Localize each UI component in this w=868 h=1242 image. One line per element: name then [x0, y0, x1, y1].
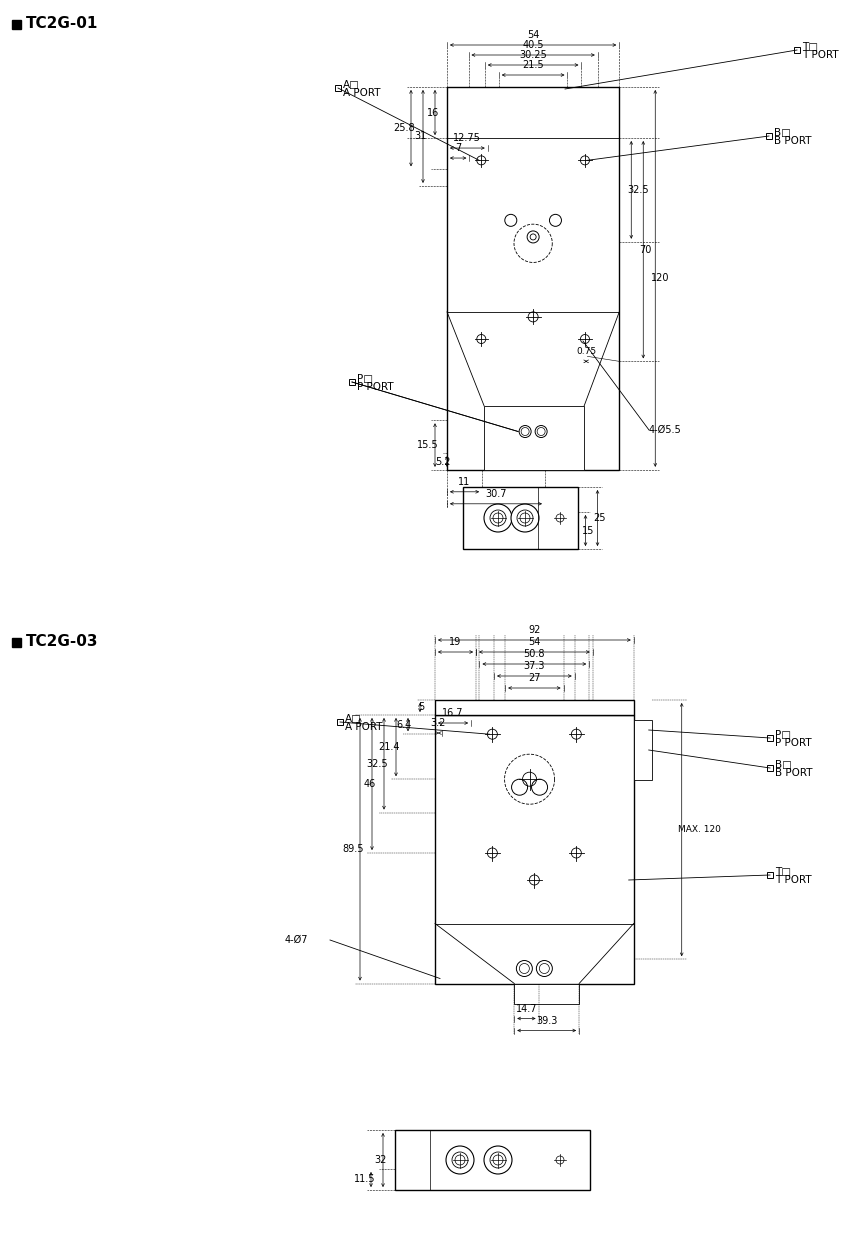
Bar — [484, 406, 584, 469]
Text: 32.5: 32.5 — [628, 185, 649, 195]
Circle shape — [452, 1153, 468, 1167]
Text: T PORT: T PORT — [775, 876, 812, 886]
Circle shape — [521, 427, 529, 436]
Bar — [767, 765, 773, 771]
Text: P□: P□ — [357, 374, 373, 384]
Text: TC2G-01: TC2G-01 — [26, 16, 98, 31]
Text: P PORT: P PORT — [775, 738, 812, 748]
Text: 25: 25 — [594, 513, 606, 523]
Bar — [337, 719, 343, 725]
Text: 31: 31 — [415, 132, 427, 142]
Circle shape — [539, 964, 549, 974]
Text: T□: T□ — [775, 867, 791, 877]
Text: 92: 92 — [528, 625, 541, 635]
Text: 7: 7 — [455, 143, 461, 153]
Bar — [335, 84, 341, 91]
Circle shape — [511, 504, 539, 532]
Bar — [463, 487, 577, 549]
Text: 54: 54 — [527, 30, 539, 40]
Text: 4-Ø7: 4-Ø7 — [285, 935, 308, 945]
Circle shape — [531, 779, 548, 795]
Circle shape — [527, 231, 539, 243]
Text: MAX. 120: MAX. 120 — [678, 825, 720, 835]
Bar — [349, 379, 355, 385]
Circle shape — [490, 510, 506, 527]
Text: P PORT: P PORT — [357, 383, 393, 392]
Text: 5: 5 — [418, 703, 424, 713]
Circle shape — [537, 427, 545, 436]
Text: 50.8: 50.8 — [523, 650, 545, 660]
Text: B□: B□ — [774, 128, 791, 138]
Text: 11.5: 11.5 — [353, 1175, 375, 1185]
Text: 4-Ø5.5: 4-Ø5.5 — [649, 425, 681, 435]
Text: 89.5: 89.5 — [343, 845, 364, 854]
Circle shape — [517, 510, 533, 527]
Text: B PORT: B PORT — [775, 768, 812, 777]
Circle shape — [536, 960, 552, 976]
Text: TC2G-03: TC2G-03 — [26, 635, 98, 650]
Circle shape — [549, 215, 562, 226]
Circle shape — [490, 1153, 506, 1167]
Text: 70: 70 — [639, 245, 652, 255]
Text: 16: 16 — [427, 108, 439, 118]
Text: 19: 19 — [450, 637, 462, 647]
Bar — [435, 700, 634, 715]
Text: 21.5: 21.5 — [523, 60, 544, 70]
Bar — [634, 720, 652, 780]
Bar — [395, 1130, 590, 1190]
Text: 14.7: 14.7 — [516, 1004, 537, 1013]
Bar — [447, 87, 619, 469]
Text: 15: 15 — [582, 525, 594, 535]
Circle shape — [511, 779, 528, 795]
Polygon shape — [12, 638, 21, 647]
Bar — [767, 872, 773, 878]
Text: 46: 46 — [364, 779, 376, 789]
Text: 3.2: 3.2 — [431, 718, 446, 728]
Text: B□: B□ — [775, 760, 792, 770]
Bar — [514, 984, 579, 1004]
Text: 5.2: 5.2 — [436, 457, 451, 467]
Text: 6.4: 6.4 — [397, 719, 412, 729]
Bar — [435, 715, 634, 984]
Text: T PORT: T PORT — [802, 50, 838, 60]
Text: 16.7: 16.7 — [443, 708, 464, 718]
Text: 39.3: 39.3 — [536, 1016, 557, 1026]
Text: A□: A□ — [345, 714, 362, 724]
Circle shape — [484, 1146, 512, 1174]
Text: 0.75: 0.75 — [576, 348, 596, 356]
Circle shape — [519, 426, 531, 437]
Circle shape — [519, 964, 529, 974]
Text: A PORT: A PORT — [343, 88, 380, 98]
Text: A□: A□ — [343, 79, 360, 89]
Text: 15.5: 15.5 — [418, 440, 439, 450]
Bar — [766, 133, 772, 139]
Circle shape — [536, 426, 547, 437]
Text: 32: 32 — [375, 1155, 387, 1165]
Text: 30.7: 30.7 — [485, 489, 507, 499]
Text: 40.5: 40.5 — [523, 40, 544, 50]
Circle shape — [505, 215, 516, 226]
Text: 12.75: 12.75 — [453, 133, 481, 143]
Text: 25.8: 25.8 — [393, 123, 415, 133]
Text: B PORT: B PORT — [774, 137, 812, 147]
Circle shape — [446, 1146, 474, 1174]
Circle shape — [530, 233, 536, 240]
Text: T□: T□ — [802, 42, 818, 52]
Text: 21.4: 21.4 — [378, 743, 400, 753]
Circle shape — [484, 504, 512, 532]
Circle shape — [516, 960, 532, 976]
Text: P□: P□ — [775, 730, 791, 740]
Polygon shape — [12, 20, 21, 29]
Text: 37.3: 37.3 — [523, 661, 545, 671]
Text: 30.25: 30.25 — [519, 50, 547, 60]
Text: 54: 54 — [528, 637, 541, 647]
Text: 11: 11 — [458, 477, 470, 487]
Text: 32.5: 32.5 — [366, 759, 388, 769]
Text: 120: 120 — [651, 273, 670, 283]
Text: 27: 27 — [528, 673, 541, 683]
Text: A PORT: A PORT — [345, 722, 383, 732]
Bar — [767, 735, 773, 741]
Bar — [794, 47, 800, 53]
